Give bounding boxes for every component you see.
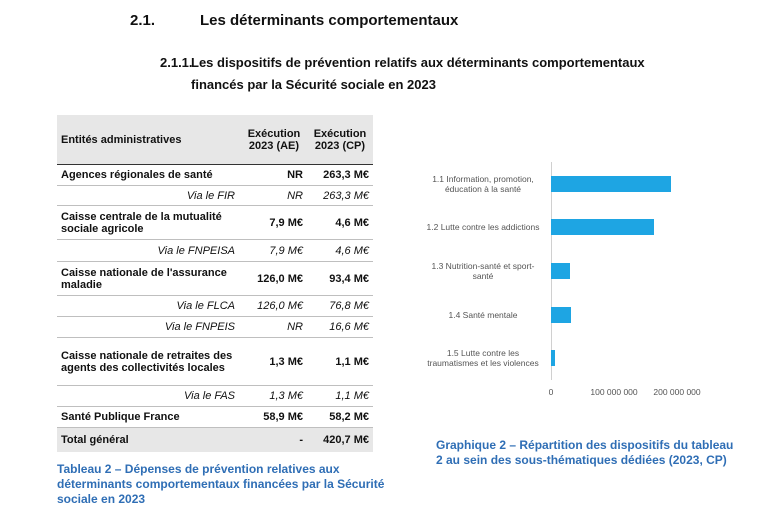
- table-cell: Agences régionales de santé: [57, 164, 241, 186]
- header-cell: Exécution 2023 (CP): [307, 115, 373, 165]
- table-row: Via le FAS 1,3 M€ 1,1 M€: [57, 385, 373, 407]
- table-row: Via le FIR NR 263,3 M€: [57, 185, 373, 206]
- table-cell: Caisse nationale de l'assurance maladie: [57, 261, 241, 296]
- table-cell: 16,6 M€: [307, 316, 373, 338]
- table-cell: -: [241, 427, 307, 452]
- heading-title: Les déterminants comportementaux: [200, 12, 459, 29]
- table-row: Via le FLCA 126,0 M€ 76,8 M€: [57, 295, 373, 317]
- category-label: 1.3 Nutrition-santé et sport-santé: [431, 261, 535, 281]
- table-cell: Santé Publique France: [57, 406, 241, 428]
- table-cell: 7,9 M€: [241, 239, 307, 262]
- table: Entités administratives Exécution 2023 (A…: [57, 115, 373, 452]
- x-tick-label: 0: [548, 387, 554, 397]
- category-label: 1.1 Information, promotion, éducation à …: [432, 173, 534, 194]
- table-cell: Via le FNPEISA: [57, 239, 241, 262]
- category-label: 1.4 Santé mentale: [448, 309, 518, 320]
- table-cell: Caisse centrale de la mutualité sociale …: [57, 205, 241, 240]
- bar: [551, 306, 572, 323]
- header-row: Entités administratives Exécution 2023 (A…: [57, 115, 373, 165]
- table-cell: Via le FIR: [57, 185, 241, 206]
- table-cell: Total général: [57, 427, 241, 452]
- bar: [551, 175, 671, 192]
- table-caption: Tableau 2 – Dépenses de prévention relat…: [57, 462, 385, 506]
- table-row: Via le FNPEISA 7,9 M€ 4,6 M€: [57, 239, 373, 262]
- header-cell: Entités administratives: [57, 115, 241, 165]
- table-cell: 1,3 M€: [241, 337, 307, 386]
- table-row: Santé Publique France 58,9 M€ 58,2 M€: [57, 406, 373, 428]
- table-cell: 93,4 M€: [307, 261, 373, 296]
- table-cell: 58,9 M€: [241, 406, 307, 428]
- table-cell: 1,1 M€: [307, 385, 373, 407]
- subheading-line: financés par la Sécurité sociale en 2023: [191, 77, 436, 92]
- table-cell: Via le FLCA: [57, 295, 241, 317]
- table-cell: Caisse nationale de retraites des agents…: [57, 337, 241, 386]
- table-cell: 4,6 M€: [307, 239, 373, 262]
- subheading-line: Les dispositifs de prévention relatifs a…: [191, 55, 645, 70]
- subheading-number: 2.1.1.: [160, 55, 193, 70]
- chart-caption: Graphique 2 – Répartition des dispositif…: [436, 438, 734, 467]
- bar: [551, 350, 555, 367]
- table-cell: Via le FAS: [57, 385, 241, 407]
- table-cell: NR: [241, 164, 307, 186]
- table-cell: Via le FNPEIS: [57, 316, 241, 338]
- table-cell: 7,9 M€: [241, 205, 307, 240]
- category-label: 1.5 Lutte contre les traumatismes et les…: [427, 348, 539, 369]
- table-row: Agences régionales de santé NR 263,3 M€: [57, 164, 373, 186]
- table-cell: 263,3 M€: [307, 185, 373, 206]
- table-cell: 263,3 M€: [307, 164, 373, 186]
- table-row: Caisse nationale de l'assurance maladie 1…: [57, 261, 373, 296]
- table-cell: 1,3 M€: [241, 385, 307, 407]
- table-cell: 1,1 M€: [307, 337, 373, 386]
- category-label: 1.2 Lutte contre les addictions: [426, 222, 540, 233]
- x-tick-label: 200 000 000: [653, 387, 701, 397]
- x-tick-label: 100 000 000: [590, 387, 638, 397]
- table-cell: 420,7 M€: [307, 427, 373, 452]
- table-row: Caisse centrale de la mutualité sociale …: [57, 205, 373, 240]
- table-cell: 4,6 M€: [307, 205, 373, 240]
- table-cell: NR: [241, 316, 307, 338]
- table-row: Caisse nationale de retraites des agents…: [57, 337, 373, 386]
- table-cell: 126,0 M€: [241, 295, 307, 317]
- table-cell: NR: [241, 185, 307, 206]
- header-cell: Exécution 2023 (AE): [241, 115, 307, 165]
- table-cell: 76,8 M€: [307, 295, 373, 317]
- table-row: Via le FNPEIS NR 16,6 M€: [57, 316, 373, 338]
- heading-number: 2.1.: [130, 12, 156, 29]
- table-row: Total général -420,7 M€: [57, 427, 373, 452]
- bar: [551, 219, 654, 236]
- bar: [551, 263, 570, 279]
- table-cell: 126,0 M€: [241, 261, 307, 296]
- table-cell: 58,2 M€: [307, 406, 373, 428]
